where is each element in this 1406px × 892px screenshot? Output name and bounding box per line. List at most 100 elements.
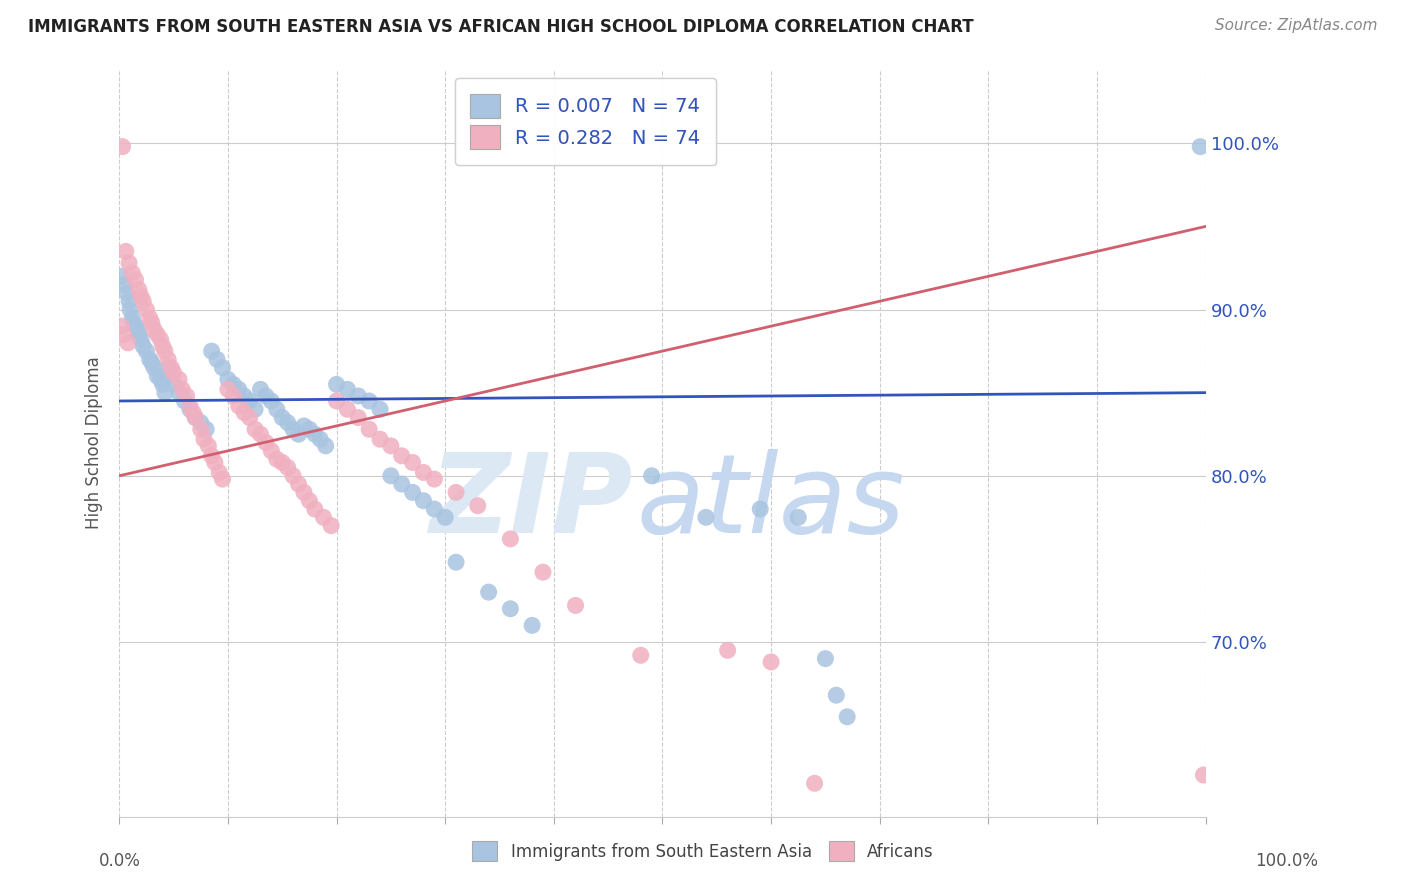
Point xyxy=(117,335,139,350)
Text: IMMIGRANTS FROM SOUTH EASTERN ASIA VS AFRICAN HIGH SCHOOL DIPLOMA CORRELATION CH: IMMIGRANTS FROM SOUTH EASTERN ASIA VS AF… xyxy=(28,18,974,36)
Point xyxy=(153,344,176,359)
Point xyxy=(211,360,233,375)
Point xyxy=(132,339,155,353)
Point xyxy=(239,394,262,409)
Point xyxy=(121,266,143,280)
Point xyxy=(195,422,218,436)
Point xyxy=(359,422,381,436)
Point xyxy=(243,422,266,436)
Point xyxy=(444,485,467,500)
Point xyxy=(162,366,184,380)
Point xyxy=(717,643,740,657)
Point xyxy=(347,410,370,425)
Point xyxy=(249,382,271,396)
Point xyxy=(277,416,299,430)
Point xyxy=(266,402,288,417)
Point xyxy=(401,455,423,469)
Point xyxy=(115,285,138,300)
Point xyxy=(837,710,859,724)
Point xyxy=(749,502,772,516)
Point xyxy=(391,449,413,463)
Point xyxy=(124,319,146,334)
Point xyxy=(233,389,256,403)
Point xyxy=(167,385,190,400)
Point xyxy=(520,618,543,632)
Point xyxy=(201,449,224,463)
Point xyxy=(176,389,198,403)
Point xyxy=(143,360,166,375)
Point xyxy=(825,688,848,702)
Text: ZIP: ZIP xyxy=(430,449,634,556)
Point xyxy=(135,344,157,359)
Point xyxy=(132,294,155,309)
Point xyxy=(201,344,224,359)
Point xyxy=(630,648,652,663)
Point xyxy=(157,352,180,367)
Point xyxy=(233,406,256,420)
Point xyxy=(277,460,299,475)
Text: 0.0%: 0.0% xyxy=(98,852,141,870)
Point xyxy=(121,310,143,325)
Point xyxy=(499,601,522,615)
Point xyxy=(141,316,163,330)
Point xyxy=(281,468,304,483)
Point xyxy=(359,394,381,409)
Point xyxy=(152,377,174,392)
Point xyxy=(298,422,321,436)
Point xyxy=(160,369,183,384)
Point xyxy=(184,410,207,425)
Point xyxy=(129,289,152,303)
Point xyxy=(146,327,169,342)
Legend: R = 0.007   N = 74, R = 0.282   N = 74: R = 0.007 N = 74, R = 0.282 N = 74 xyxy=(456,78,716,165)
Point xyxy=(325,377,347,392)
Point xyxy=(193,432,215,446)
Text: Source: ZipAtlas.com: Source: ZipAtlas.com xyxy=(1215,18,1378,33)
Point xyxy=(380,468,402,483)
Text: 100.0%: 100.0% xyxy=(1256,852,1317,870)
Point xyxy=(120,302,142,317)
Point xyxy=(391,477,413,491)
Point xyxy=(1192,768,1215,782)
Point xyxy=(434,510,457,524)
Point xyxy=(309,432,332,446)
Point xyxy=(254,389,277,403)
Point xyxy=(412,493,434,508)
Point xyxy=(118,256,141,270)
Point xyxy=(179,399,201,413)
Point xyxy=(204,455,226,469)
Point xyxy=(249,427,271,442)
Point xyxy=(138,352,160,367)
Point xyxy=(138,310,160,325)
Point xyxy=(228,399,250,413)
Point xyxy=(167,372,190,386)
Point xyxy=(153,385,176,400)
Point xyxy=(118,294,141,309)
Point xyxy=(271,410,294,425)
Point xyxy=(287,427,309,442)
Point xyxy=(114,244,136,259)
Point xyxy=(321,518,343,533)
Point xyxy=(412,466,434,480)
Point xyxy=(184,410,207,425)
Point xyxy=(128,327,150,342)
Point xyxy=(197,439,219,453)
Point xyxy=(173,394,195,409)
Point xyxy=(222,389,245,403)
Point xyxy=(122,316,145,330)
Point xyxy=(127,322,149,336)
Point xyxy=(814,651,837,665)
Point xyxy=(124,272,146,286)
Point xyxy=(444,555,467,569)
Point xyxy=(179,402,201,417)
Point xyxy=(336,402,359,417)
Point xyxy=(787,510,810,524)
Point xyxy=(292,418,315,433)
Point xyxy=(368,402,391,417)
Point xyxy=(298,493,321,508)
Point xyxy=(217,382,239,396)
Point xyxy=(499,532,522,546)
Point xyxy=(211,472,233,486)
Point xyxy=(222,377,245,392)
Point xyxy=(208,466,231,480)
Point xyxy=(803,776,825,790)
